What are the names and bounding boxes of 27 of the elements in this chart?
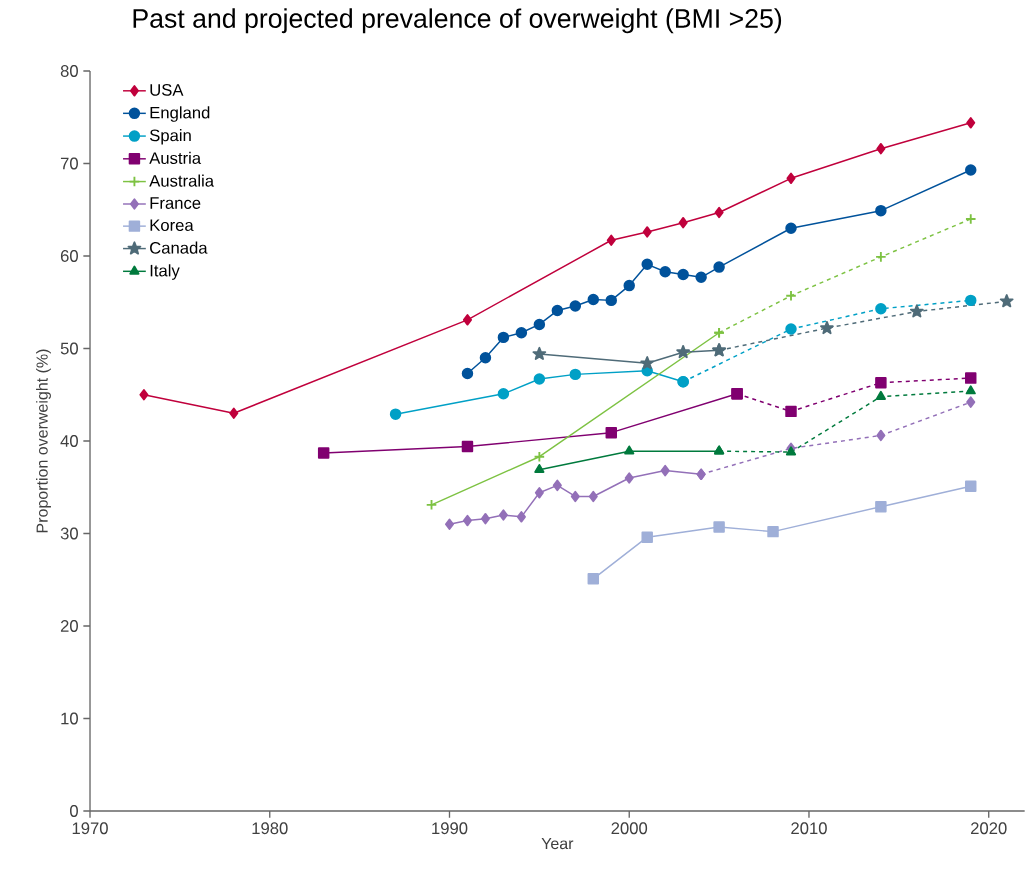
y-axis-title: Proportion overweight (%): [36, 349, 51, 533]
legend-label: France: [150, 197, 201, 209]
y-tick-label: 50: [60, 342, 78, 355]
y-tick-label: 80: [60, 65, 78, 77]
x-axis-title: Year: [541, 837, 574, 850]
y-tick-label: 20: [60, 620, 78, 632]
x-tick-label: 2000: [611, 822, 648, 835]
y-tick-label: 70: [60, 157, 78, 170]
y-tick-label: 10: [61, 712, 78, 725]
y-tick-label: 60: [60, 250, 78, 262]
x-tick-label: 2020: [971, 822, 1007, 835]
y-tick-label: 40: [60, 435, 78, 447]
legend-label: USA: [150, 84, 184, 96]
x-tick-label: 1980: [252, 822, 288, 835]
legend-label: England: [150, 106, 210, 122]
y-tick-label: 0: [70, 805, 78, 817]
x-tick-label: 2010: [791, 822, 827, 835]
legend-label: Australia: [149, 174, 215, 187]
legend-label: Spain: [149, 129, 191, 145]
legend-label: Italy: [150, 264, 180, 280]
chart-title: Past and projected prevalence of overweight (BMI >25): [133, 8, 782, 34]
x-tick-label: 1970: [72, 822, 108, 835]
legend-label: Korea: [150, 219, 194, 232]
legend-label: Canada: [150, 241, 208, 254]
legend-label: Austria: [149, 151, 202, 165]
y-tick-label: 30: [60, 527, 78, 540]
x-tick-label: 1990: [432, 822, 468, 835]
